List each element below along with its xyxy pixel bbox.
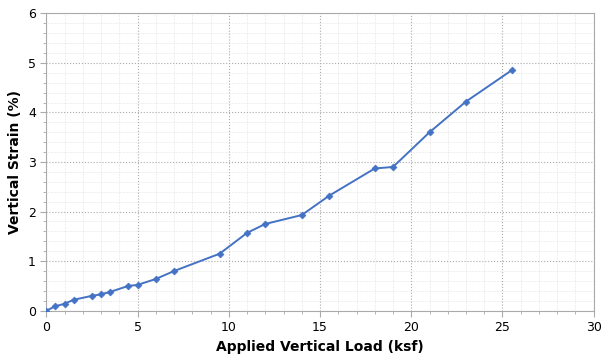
X-axis label: Applied Vertical Load (ksf): Applied Vertical Load (ksf)	[216, 340, 424, 354]
Y-axis label: Vertical Strain (%): Vertical Strain (%)	[9, 90, 23, 234]
